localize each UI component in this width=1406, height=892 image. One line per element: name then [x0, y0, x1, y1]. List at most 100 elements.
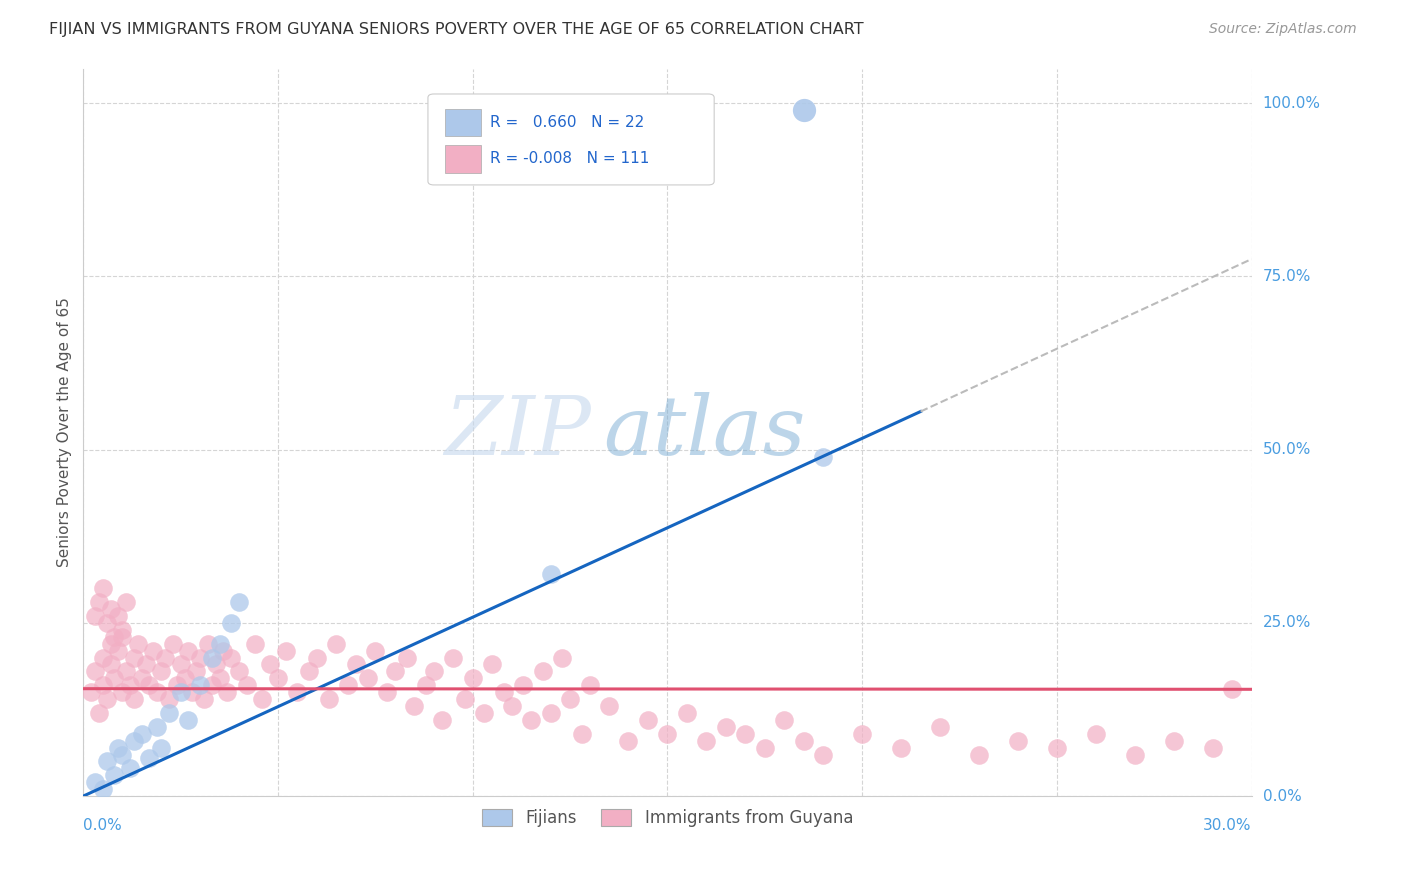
- Point: [169, 685, 191, 699]
- Point: [441, 650, 464, 665]
- Point: [695, 733, 717, 747]
- Point: [91, 650, 114, 665]
- Point: [219, 650, 242, 665]
- Text: atlas: atlas: [603, 392, 806, 472]
- Point: [501, 698, 523, 713]
- Point: [793, 103, 815, 117]
- Point: [512, 678, 534, 692]
- Point: [395, 650, 418, 665]
- Point: [118, 678, 141, 692]
- Point: [87, 595, 110, 609]
- FancyBboxPatch shape: [446, 109, 481, 136]
- Point: [169, 657, 191, 672]
- Text: 30.0%: 30.0%: [1204, 818, 1251, 833]
- Point: [166, 678, 188, 692]
- Point: [107, 740, 129, 755]
- Y-axis label: Seniors Poverty Over the Age of 65: Seniors Poverty Over the Age of 65: [58, 297, 72, 567]
- Point: [100, 602, 122, 616]
- Point: [150, 665, 173, 679]
- Point: [298, 665, 321, 679]
- Text: 50.0%: 50.0%: [1263, 442, 1310, 457]
- Point: [111, 747, 134, 762]
- Point: [598, 698, 620, 713]
- Point: [890, 740, 912, 755]
- Point: [107, 609, 129, 624]
- Point: [423, 665, 446, 679]
- Text: R =   0.660   N = 22: R = 0.660 N = 22: [489, 115, 644, 130]
- Point: [540, 567, 562, 582]
- Text: Source: ZipAtlas.com: Source: ZipAtlas.com: [1209, 22, 1357, 37]
- Point: [551, 650, 574, 665]
- Point: [637, 713, 659, 727]
- Point: [177, 643, 200, 657]
- Point: [111, 623, 134, 637]
- Point: [337, 678, 360, 692]
- Point: [162, 637, 184, 651]
- Point: [274, 643, 297, 657]
- Point: [142, 643, 165, 657]
- Point: [384, 665, 406, 679]
- Point: [188, 650, 211, 665]
- Point: [267, 671, 290, 685]
- Point: [492, 685, 515, 699]
- Point: [1201, 740, 1223, 755]
- Point: [1123, 747, 1146, 762]
- Point: [100, 657, 122, 672]
- Text: FIJIAN VS IMMIGRANTS FROM GUYANA SENIORS POVERTY OVER THE AGE OF 65 CORRELATION : FIJIAN VS IMMIGRANTS FROM GUYANA SENIORS…: [49, 22, 863, 37]
- Point: [150, 740, 173, 755]
- Point: [461, 671, 484, 685]
- Point: [578, 678, 600, 692]
- Point: [228, 595, 250, 609]
- Point: [122, 733, 145, 747]
- Point: [454, 692, 477, 706]
- Point: [96, 755, 118, 769]
- Point: [676, 706, 699, 720]
- Point: [204, 657, 226, 672]
- Point: [474, 706, 496, 720]
- Point: [318, 692, 340, 706]
- Point: [91, 581, 114, 595]
- Point: [80, 685, 103, 699]
- Point: [219, 615, 242, 630]
- Point: [186, 665, 208, 679]
- Point: [520, 713, 543, 727]
- Point: [531, 665, 554, 679]
- Point: [103, 768, 125, 782]
- Point: [813, 450, 835, 464]
- Point: [100, 637, 122, 651]
- Point: [135, 657, 157, 672]
- Point: [208, 671, 231, 685]
- Point: [734, 727, 756, 741]
- Point: [96, 615, 118, 630]
- Point: [208, 637, 231, 651]
- Point: [201, 650, 224, 665]
- Point: [212, 643, 235, 657]
- Point: [127, 637, 149, 651]
- Point: [481, 657, 503, 672]
- Point: [91, 678, 114, 692]
- Point: [1007, 733, 1029, 747]
- Point: [111, 630, 134, 644]
- Point: [714, 720, 737, 734]
- Point: [375, 685, 398, 699]
- Point: [415, 678, 437, 692]
- Legend: Fijians, Immigrants from Guyana: Fijians, Immigrants from Guyana: [474, 800, 862, 835]
- Point: [1046, 740, 1069, 755]
- Point: [157, 692, 180, 706]
- FancyBboxPatch shape: [446, 145, 481, 172]
- Point: [173, 671, 195, 685]
- Point: [122, 692, 145, 706]
- Point: [146, 720, 169, 734]
- Point: [84, 609, 107, 624]
- Point: [571, 727, 593, 741]
- Point: [193, 692, 215, 706]
- Point: [146, 685, 169, 699]
- Point: [356, 671, 378, 685]
- Text: 25.0%: 25.0%: [1263, 615, 1310, 631]
- Point: [201, 678, 224, 692]
- Point: [404, 698, 426, 713]
- Point: [558, 692, 581, 706]
- Point: [305, 650, 328, 665]
- Point: [96, 692, 118, 706]
- Point: [84, 775, 107, 789]
